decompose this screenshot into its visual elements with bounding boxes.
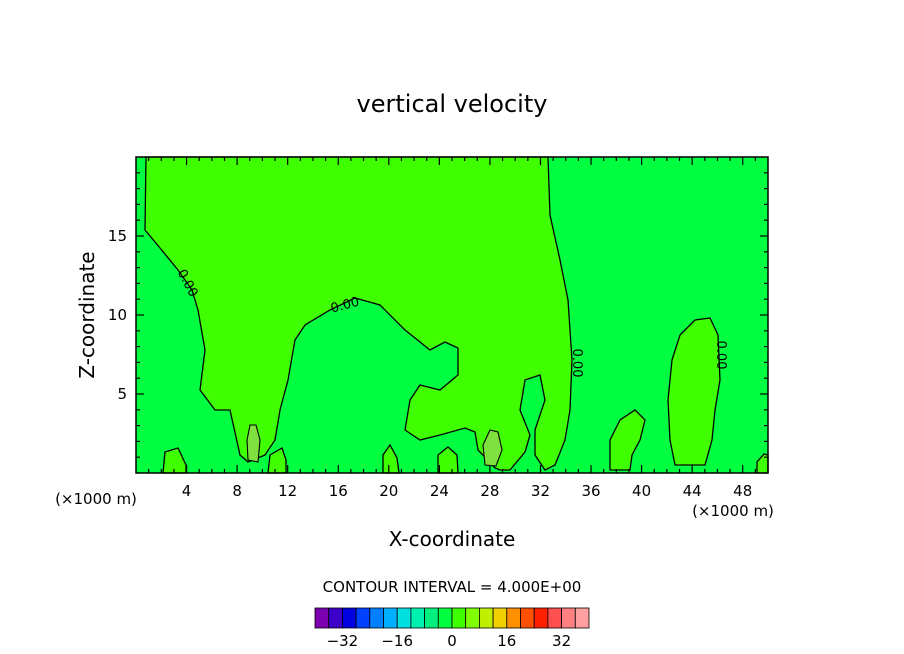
colorbar-swatch: [341, 607, 357, 629]
colorbar-swatch: [561, 607, 576, 629]
x-unit-label-left: (×1000 m): [55, 490, 137, 508]
colorbar-swatch: [547, 607, 563, 629]
colorbar-swatch: [328, 607, 343, 629]
positive-velocity-region: [144, 156, 573, 471]
colorbar-tick-label: −16: [381, 632, 413, 650]
x-tick-label: 20: [379, 482, 398, 500]
y-tick-label: 15: [108, 227, 127, 245]
colorbar-swatch: [506, 607, 521, 629]
y-tick-label: 5: [117, 385, 127, 403]
x-tick-label: 8: [232, 482, 242, 500]
y-axis: 5 10 15: [108, 172, 768, 458]
colorbar-labels: −32 −16 0 16 32: [327, 632, 572, 650]
x-unit-label-right: (×1000 m): [692, 502, 774, 520]
colorbar-swatch: [410, 607, 425, 629]
x-axis-title: X-coordinate: [389, 527, 516, 551]
contour-label: 0.00: [329, 295, 361, 317]
colorbar-swatch: [478, 607, 494, 629]
colorbar-swatch: [437, 607, 453, 629]
x-tick-label: 16: [329, 482, 348, 500]
positive-cell: [609, 409, 646, 471]
x-tick-label: 36: [581, 482, 600, 500]
chart-title: vertical velocity: [357, 90, 548, 118]
x-tick-label: 4: [182, 482, 192, 500]
colorbar-tick-label: 16: [497, 632, 516, 650]
y-axis-title: Z-coordinate: [75, 251, 99, 378]
strong-updraft-cell: [482, 429, 503, 467]
contour-label: 0.00: [569, 349, 584, 378]
colorbar-swatch: [451, 607, 467, 629]
x-tick-label: 32: [531, 482, 550, 500]
x-axis: 4 8 12 16 20 24 28 32 36 40 44 48: [148, 157, 756, 500]
colorbar-swatch: [383, 607, 398, 629]
colorbar-swatch: [574, 607, 590, 629]
strong-updraft-cell: [246, 424, 261, 463]
colorbar-swatch: [520, 607, 535, 629]
colorbar-swatch: [396, 607, 412, 629]
positive-cell: [667, 317, 721, 466]
y-tick-label: 10: [108, 306, 127, 324]
x-tick-label: 24: [430, 482, 449, 500]
colorbar: [314, 607, 590, 629]
colorbar-swatch: [465, 607, 480, 629]
x-tick-label: 44: [683, 482, 702, 500]
colorbar-swatch: [424, 607, 439, 629]
contour-interval-text: CONTOUR INTERVAL = 4.000E+00: [323, 578, 582, 596]
x-tick-label: 48: [733, 482, 752, 500]
x-tick-label: 40: [632, 482, 651, 500]
colorbar-tick-label: −32: [327, 632, 359, 650]
colorbar-tick-label: 32: [552, 632, 571, 650]
colorbar-swatch: [492, 607, 508, 629]
x-tick-label: 28: [480, 482, 499, 500]
x-tick-label: 12: [278, 482, 297, 500]
colorbar-swatch: [314, 607, 330, 629]
colorbar-swatch: [533, 607, 549, 629]
colorbar-swatch: [369, 607, 384, 629]
colorbar-tick-label: 0: [447, 632, 457, 650]
colorbar-swatch: [355, 607, 371, 629]
plot-area: [135, 156, 769, 474]
contour-label: 0.00: [713, 341, 728, 370]
